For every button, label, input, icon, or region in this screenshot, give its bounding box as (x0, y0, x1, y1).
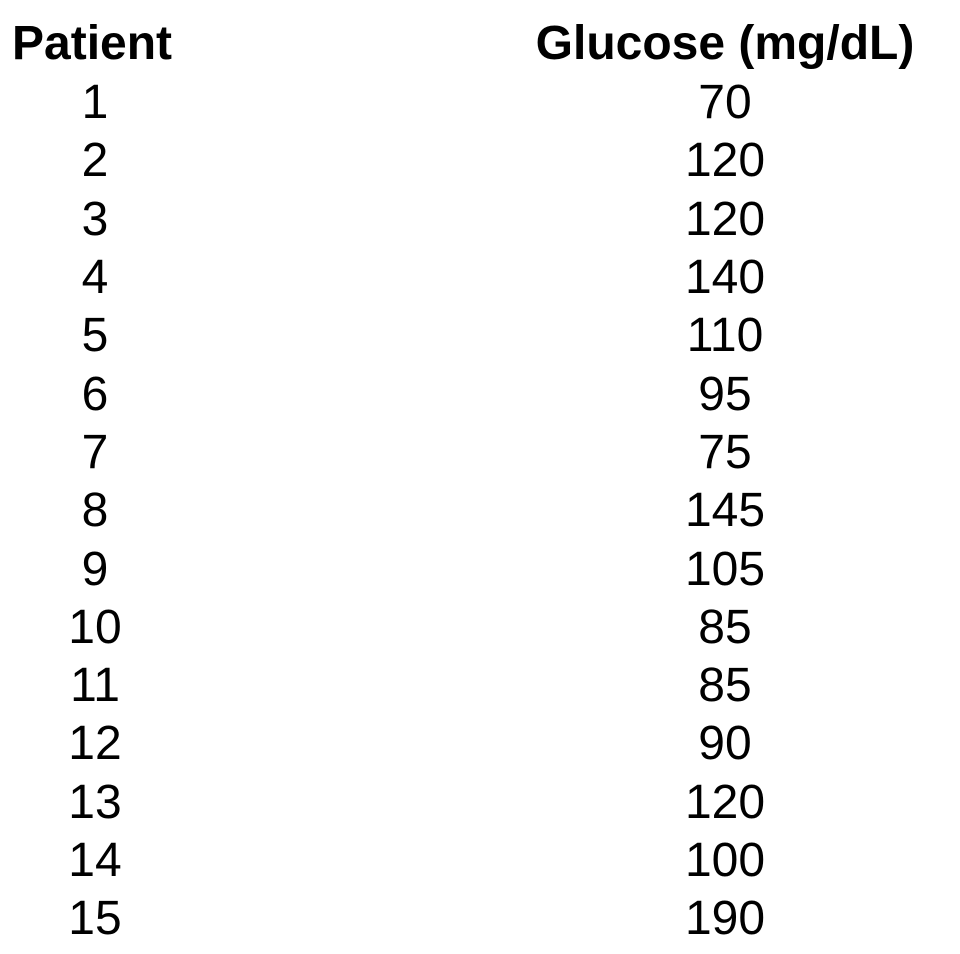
glucose-value-cell: 105 (684, 542, 766, 596)
glucose-value-cell: 120 (684, 134, 766, 188)
table-header-row: Patient Glucose (mg/dL) (0, 14, 960, 74)
glucose-value-cell: 70 (698, 76, 752, 130)
patient-number-cell: 9 (81, 542, 109, 596)
table-row: 13 120 (0, 774, 960, 832)
table-row: 7 75 (0, 424, 960, 482)
patient-number-cell: 12 (68, 717, 122, 771)
table-row: 3 120 (0, 191, 960, 249)
patient-number-cell: 15 (68, 892, 122, 946)
table-row: 2 120 (0, 132, 960, 190)
patient-number-cell: 5 (81, 309, 109, 363)
glucose-value-cell: 145 (684, 484, 766, 538)
table-row: 8 145 (0, 482, 960, 540)
glucose-value-cell: 95 (698, 367, 752, 421)
patient-number-cell: 6 (81, 367, 109, 421)
patient-number-cell: 11 (70, 659, 120, 713)
glucose-value-cell: 120 (684, 775, 766, 829)
glucose-value-cell: 90 (698, 717, 752, 771)
patient-number-cell: 2 (81, 134, 109, 188)
patient-number-cell: 10 (68, 600, 122, 654)
table-row: 5 110 (0, 307, 960, 365)
patient-number-cell: 4 (81, 251, 109, 305)
patient-number-cell: 3 (81, 192, 109, 246)
glucose-value-cell: 85 (698, 600, 752, 654)
table-body: 1 70 2 120 3 120 4 140 5 110 6 95 7 75 8 145 9 105 10 85 11 8… (0, 74, 960, 948)
patient-column-header: Patient (12, 17, 173, 70)
patient-number-cell: 1 (81, 76, 109, 130)
glucose-value-cell: 100 (684, 834, 766, 887)
patient-number-cell: 7 (81, 425, 109, 479)
patient-number-cell: 14 (68, 834, 122, 887)
table-row: 15 190 (0, 890, 960, 948)
glucose-value-cell: 110 (686, 309, 764, 363)
glucose-value-cell: 75 (698, 425, 752, 479)
glucose-column-header: Glucose (mg/dL) (535, 17, 915, 70)
table-row: 12 90 (0, 715, 960, 773)
table-row: 11 85 (0, 657, 960, 715)
patient-number-cell: 13 (68, 775, 122, 829)
table-row: 4 140 (0, 249, 960, 307)
glucose-value-cell: 85 (698, 659, 752, 713)
patient-number-cell: 8 (81, 484, 109, 538)
glucose-value-cell: 140 (684, 251, 766, 305)
data-table: Patient Glucose (mg/dL) 1 70 2 120 3 120 4 140 5… (0, 14, 960, 948)
table-row: 10 85 (0, 599, 960, 657)
table-row: 9 105 (0, 540, 960, 598)
table-row: 1 70 (0, 74, 960, 132)
glucose-value-cell: 190 (684, 892, 766, 946)
table-row: 6 95 (0, 365, 960, 423)
glucose-value-cell: 120 (684, 192, 766, 246)
table-row: 14 100 (0, 832, 960, 890)
